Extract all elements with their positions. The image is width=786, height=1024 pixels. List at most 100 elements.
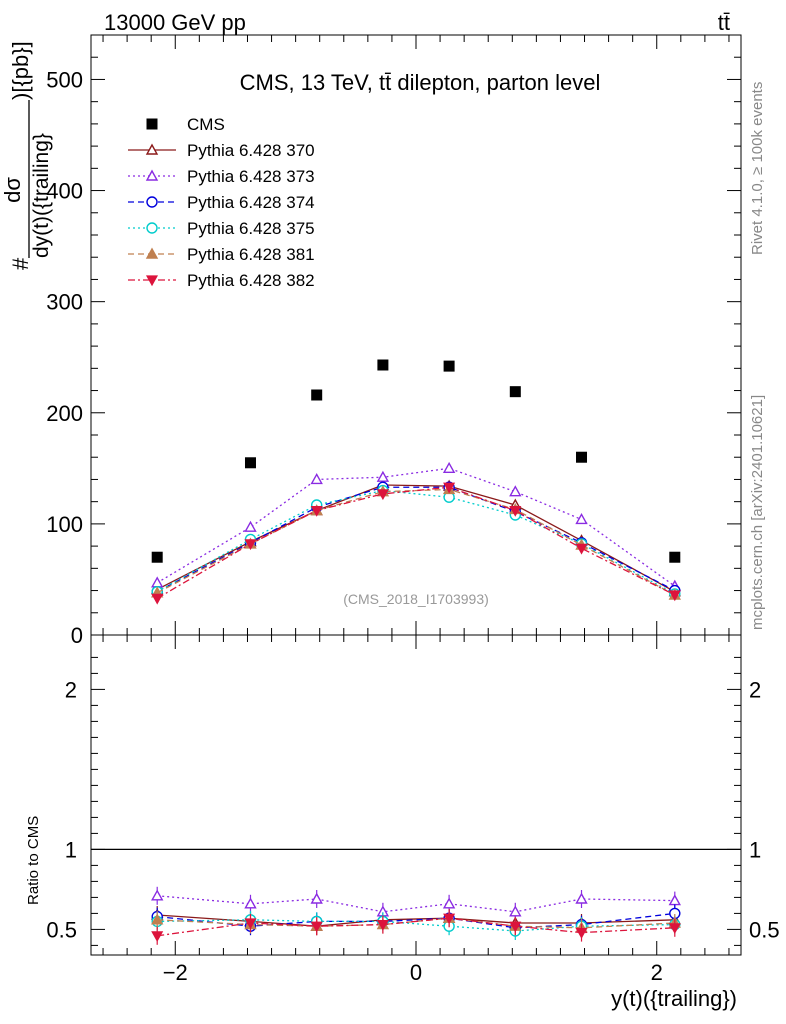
main-y-tick-label: 400 bbox=[46, 179, 83, 204]
rivet-version-label: Rivet 4.1.0, ≥ 100k events bbox=[749, 82, 766, 255]
ratio-line bbox=[157, 917, 675, 937]
ratio-point bbox=[310, 892, 323, 904]
data-point bbox=[377, 359, 389, 371]
ratio-point bbox=[376, 919, 389, 931]
legend-marker bbox=[145, 247, 159, 259]
data-point bbox=[311, 389, 323, 401]
data-point bbox=[151, 551, 163, 563]
ratio-point bbox=[151, 931, 164, 943]
ratio-point bbox=[668, 894, 681, 906]
ratio-y-tick-label-right: 1 bbox=[749, 837, 761, 862]
ratio-y-label: Ratio to CMS bbox=[25, 816, 42, 905]
ratio-y-tick-label: 2 bbox=[65, 677, 77, 702]
source-label: mcplots.cern.ch [arXiv:2401.10621] bbox=[749, 395, 766, 630]
legend-label-370: Pythia 6.428 370 bbox=[187, 141, 315, 160]
legend-marker bbox=[145, 275, 159, 287]
ratio-point bbox=[575, 892, 588, 904]
data-point bbox=[669, 551, 681, 563]
legend-label-375: Pythia 6.428 375 bbox=[187, 219, 315, 238]
main-y-tick-label: 300 bbox=[46, 290, 83, 315]
data-point bbox=[376, 489, 389, 501]
main-y-tick-label: 0 bbox=[71, 623, 83, 648]
legend-marker bbox=[145, 143, 159, 155]
ratio-point bbox=[310, 921, 323, 933]
ratio-line bbox=[157, 917, 675, 929]
data-point bbox=[575, 543, 588, 555]
main-y-tick-label: 200 bbox=[46, 401, 83, 426]
data-point bbox=[442, 461, 456, 474]
data-point bbox=[151, 576, 164, 588]
ratio-point bbox=[151, 913, 164, 925]
process-label: tt̄ bbox=[718, 10, 730, 35]
ratio-series-pythia-6-428-373 bbox=[151, 886, 681, 921]
ratio-point bbox=[575, 927, 588, 939]
data-point bbox=[244, 457, 256, 469]
legend-label-cms: CMS bbox=[187, 115, 225, 134]
series-line bbox=[156, 484, 676, 593]
legend-marker bbox=[146, 118, 158, 130]
ratio-y-tick-label: 0.5 bbox=[46, 917, 77, 942]
main-y-axis-label: # dσ dy(t)({trailing} )[{pb}] bbox=[0, 41, 53, 270]
y-label-suffix: )[{pb}] bbox=[8, 41, 33, 100]
ratio-point bbox=[509, 905, 522, 917]
ratio-y-tick-label-right: 0.5 bbox=[749, 917, 780, 942]
legend-label-373: Pythia 6.428 373 bbox=[187, 167, 315, 186]
series-pythia-6-428-381 bbox=[151, 483, 681, 600]
chart-title: CMS, 13 TeV, tt̄ dilepton, parton level bbox=[240, 70, 601, 95]
y-label-denominator: dy(t)({trailing} bbox=[30, 133, 53, 258]
data-point bbox=[443, 360, 455, 372]
y-label-prefix: # bbox=[8, 257, 33, 270]
data-point bbox=[576, 451, 588, 463]
legend-marker bbox=[145, 169, 159, 181]
legend-label-374: Pythia 6.428 374 bbox=[187, 193, 315, 212]
data-point bbox=[575, 513, 588, 525]
y-label-numerator: dσ bbox=[0, 177, 25, 203]
ratio-axes: 0.5 0.5 1 1 2 2 −2 0 2 bbox=[46, 635, 780, 985]
ratio-point bbox=[509, 921, 522, 933]
series-cms bbox=[151, 359, 681, 563]
legend-marker bbox=[146, 196, 158, 208]
series-line bbox=[156, 486, 676, 599]
ratio-plot-frame bbox=[90, 634, 742, 956]
x-tick-label: 0 bbox=[410, 960, 422, 985]
main-series-layer bbox=[151, 359, 681, 605]
ratio-series-pythia-6-428-382 bbox=[151, 909, 681, 945]
main-axes: 0 100 200 300 400 500 bbox=[46, 35, 741, 648]
x-axis-label: y(t)({trailing}) bbox=[611, 986, 737, 1011]
main-y-tick-label: 500 bbox=[46, 67, 83, 92]
x-tick-label: 2 bbox=[651, 960, 663, 985]
series-line bbox=[156, 488, 676, 596]
data-point bbox=[509, 485, 522, 497]
data-point bbox=[310, 473, 323, 485]
series-pythia-6-428-375 bbox=[151, 484, 681, 600]
data-point bbox=[668, 590, 681, 602]
data-point bbox=[443, 482, 456, 494]
legend: CMS Pythia 6.428 370 Pythia 6.428 373 Py… bbox=[128, 115, 315, 290]
series-line bbox=[156, 489, 676, 595]
series-line bbox=[156, 486, 676, 593]
ratio-point bbox=[443, 913, 456, 925]
ratio-y-tick-label-right: 2 bbox=[749, 677, 761, 702]
ratio-point bbox=[442, 897, 456, 909]
ratio-series-pythia-6-428-370 bbox=[151, 906, 681, 936]
data-point bbox=[310, 505, 323, 517]
ratio-point bbox=[668, 923, 681, 935]
series-pythia-6-428-370 bbox=[151, 478, 681, 597]
analysis-watermark: (CMS_2018_I1703993) bbox=[343, 591, 489, 607]
ratio-line bbox=[157, 895, 675, 913]
ratio-y-tick-label: 1 bbox=[65, 837, 77, 862]
energy-label: 13000 GeV pp bbox=[104, 10, 246, 35]
series-pythia-6-428-374 bbox=[151, 481, 681, 598]
ratio-series-pythia-6-428-381 bbox=[151, 909, 681, 937]
data-point bbox=[244, 539, 257, 551]
ratio-line bbox=[157, 914, 675, 927]
data-point bbox=[509, 386, 521, 398]
data-point bbox=[376, 470, 390, 482]
series-pythia-6-428-382 bbox=[151, 482, 681, 605]
data-point bbox=[151, 593, 164, 605]
data-point bbox=[244, 520, 257, 532]
x-tick-label: −2 bbox=[163, 960, 188, 985]
legend-label-381: Pythia 6.428 381 bbox=[187, 245, 315, 264]
series-pythia-6-428-373 bbox=[151, 461, 681, 591]
